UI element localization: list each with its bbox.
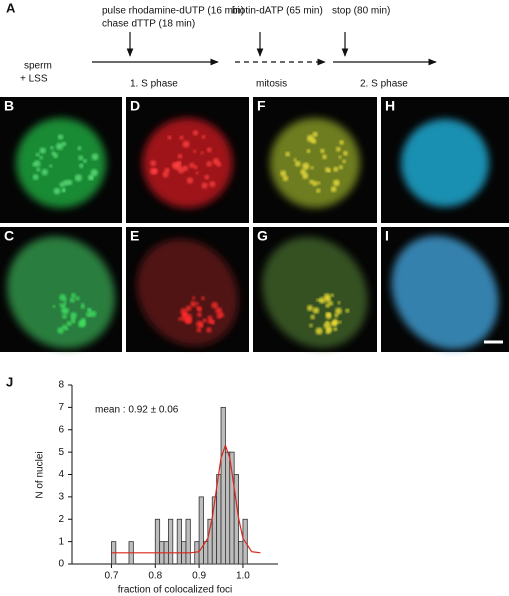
phase-text: 1. S phase <box>130 79 178 90</box>
sample-text: + LSS <box>20 74 48 85</box>
panel-label: J <box>6 374 13 389</box>
step-text: biotin-dATP (65 min) <box>232 6 323 17</box>
annotation: mean : 0.92 ± 0.06 <box>95 405 179 416</box>
y-tick-label: 1 <box>58 536 64 547</box>
bar <box>154 518 161 565</box>
panel-label: A <box>6 0 16 15</box>
y-axis-label: N of nuclei <box>35 451 46 498</box>
timeline <box>92 32 437 66</box>
micrograph: D <box>126 97 249 223</box>
bar <box>176 518 182 565</box>
bar <box>233 474 239 565</box>
panel-label: F <box>257 98 266 114</box>
step-text: pulse rhodamine-dUTP (16 min) <box>102 6 244 17</box>
y-tick-label: 8 <box>58 380 64 391</box>
bar <box>238 541 244 565</box>
bar <box>185 518 191 565</box>
micrograph: H <box>381 97 509 223</box>
bar <box>216 474 222 565</box>
step-text: chase dTTP (18 min) <box>102 19 195 30</box>
x-tick-label: 1.0 <box>236 571 250 582</box>
bar <box>225 451 231 565</box>
step-text: stop (80 min) <box>332 6 390 17</box>
micrograph: I <box>381 227 509 352</box>
micrograph: E <box>126 227 249 352</box>
y-tick-label: 6 <box>58 424 64 435</box>
y-tick-label: 4 <box>58 469 64 480</box>
panel-label: D <box>130 98 140 114</box>
y-tick-label: 2 <box>58 514 64 525</box>
x-tick-label: 0.9 <box>192 571 206 582</box>
micrograph: C <box>0 227 122 352</box>
bar <box>194 541 200 565</box>
bar <box>220 406 226 565</box>
fit-curve <box>111 443 261 554</box>
micrograph: G <box>253 227 377 352</box>
panel-label: E <box>130 228 139 244</box>
panel-label: B <box>4 98 14 114</box>
sample-text: sperm <box>24 61 52 72</box>
y-tick-label: 0 <box>58 559 64 570</box>
bar <box>168 518 174 565</box>
panel-label: H <box>385 98 395 114</box>
x-tick-label: 0.8 <box>148 571 162 582</box>
phase-text: 2. S phase <box>360 79 408 90</box>
panel-label: C <box>4 228 14 244</box>
phase-text: mitosis <box>256 79 287 90</box>
y-tick-label: 3 <box>58 492 64 503</box>
micrograph: F <box>253 97 377 223</box>
panel-label: G <box>257 228 268 244</box>
x-axis-label: fraction of colocalized foci <box>118 585 233 596</box>
y-tick-label: 7 <box>58 402 64 413</box>
micrograph-grid: B D F H C E G I <box>0 97 509 352</box>
x-tick-label: 0.7 <box>104 571 118 582</box>
panel-label: I <box>385 228 389 244</box>
bar <box>198 496 204 565</box>
y-tick-label: 5 <box>58 447 64 458</box>
histogram: J N of nuclei fraction of colocalized fo… <box>6 374 278 596</box>
micrograph: B <box>0 97 122 223</box>
